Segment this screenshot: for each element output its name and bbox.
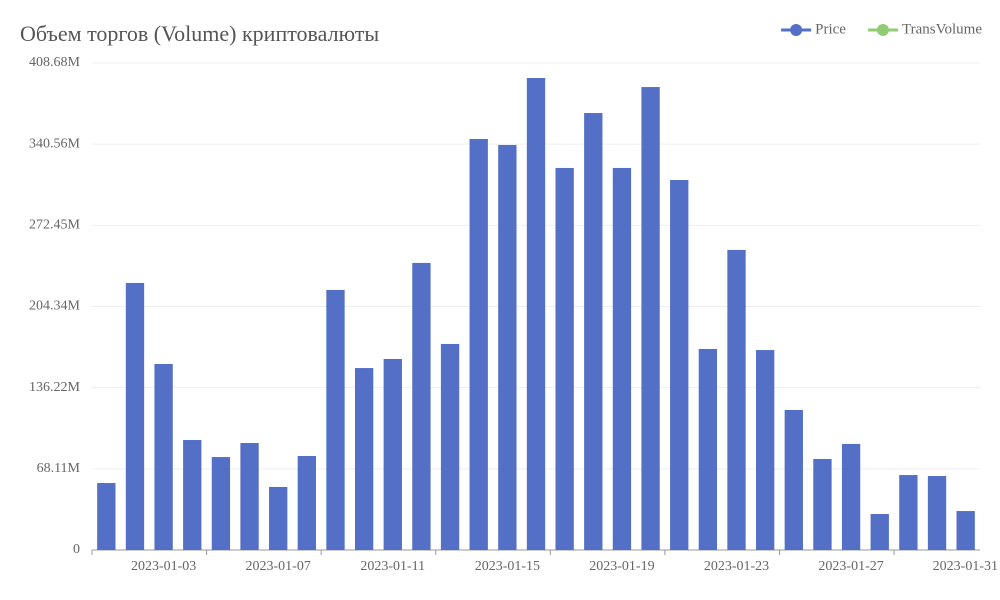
bar [755, 350, 775, 550]
x-tick-label: 2023-01-19 [589, 559, 654, 574]
bar [584, 113, 603, 550]
bar [412, 262, 431, 550]
x-tick-label: 2023-01-27 [818, 559, 883, 574]
bar [211, 457, 231, 550]
bar [841, 443, 861, 550]
bar [813, 458, 832, 550]
x-tick-label: 2023-01-31 [933, 559, 998, 574]
bar [927, 475, 947, 550]
chart-title: Объем торгов (Volume) криптовалюты [20, 21, 379, 46]
bar [125, 282, 145, 550]
bar [354, 368, 374, 550]
legend-label: TransVolume [902, 21, 982, 37]
bar [899, 475, 918, 550]
x-tick-label: 2023-01-03 [131, 559, 196, 574]
y-tick-label: 204.34M [29, 299, 81, 314]
y-tick-label: 0 [73, 542, 80, 557]
bar [526, 77, 546, 550]
bar [154, 363, 173, 550]
bar [612, 167, 632, 550]
bar [297, 455, 317, 550]
bar [784, 409, 803, 550]
bar [383, 358, 402, 550]
bar [326, 289, 345, 550]
bar [670, 179, 689, 550]
bar [440, 343, 460, 550]
x-tick-label: 2023-01-07 [246, 559, 311, 574]
x-tick-label: 2023-01-11 [360, 559, 425, 574]
bar [97, 483, 116, 550]
bar [698, 348, 718, 550]
bar [469, 139, 488, 551]
legend-marker [876, 24, 889, 36]
bar [498, 144, 517, 550]
y-tick-label: 408.68M [29, 55, 81, 70]
y-tick-label: 272.45M [29, 218, 81, 233]
bar [555, 167, 574, 550]
x-tick-label: 2023-01-23 [704, 559, 769, 574]
bar [641, 87, 660, 550]
bar [183, 440, 202, 550]
y-tick-label: 340.56M [29, 136, 81, 151]
bar [956, 511, 975, 550]
y-tick-label: 68.11M [37, 461, 81, 476]
bar [727, 249, 746, 550]
legend-marker [790, 24, 803, 36]
legend-label: Price [815, 21, 846, 37]
x-tick-label: 2023-01-15 [475, 559, 540, 574]
bar [240, 442, 259, 550]
y-tick-label: 136.22M [29, 380, 81, 395]
bar [870, 514, 889, 550]
bar [269, 486, 288, 550]
